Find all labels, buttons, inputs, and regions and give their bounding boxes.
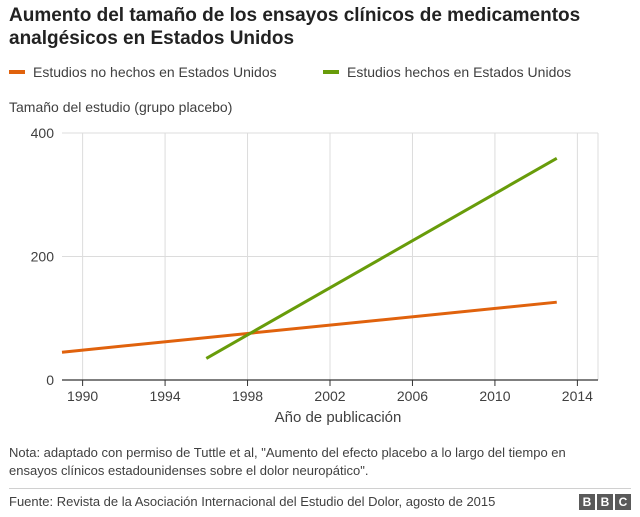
legend-item-non-us: Estudios no hechos en Estados Unidos [9, 64, 277, 80]
x-tick-label: 2002 [314, 388, 345, 404]
source-text: Fuente: Revista de la Asociación Interna… [9, 494, 496, 509]
legend-label-non-us: Estudios no hechos en Estados Unidos [33, 64, 277, 80]
x-tick-label: 1994 [149, 388, 180, 404]
chart-note: Nota: adaptado con permiso de Tuttle et … [9, 445, 566, 478]
y-axis-label: Tamaño del estudio (grupo placebo) [9, 99, 233, 115]
legend-label-us: Estudios hechos en Estados Unidos [347, 64, 572, 80]
chart-title: Aumento del tamaño de los ensayos clínic… [9, 5, 581, 49]
x-axis-title: Año de publicación [275, 409, 402, 426]
x-tick-label: 2006 [397, 388, 428, 404]
series-line-non-us [61, 300, 557, 354]
bbc-logo-letter: B [597, 494, 613, 510]
legend-item-us: Estudios hechos en Estados Unidos [323, 64, 571, 80]
footer-divider [9, 488, 631, 489]
y-tick-label: 0 [46, 372, 54, 388]
x-tick-label: 1998 [232, 388, 263, 404]
legend: Estudios no hechos en Estados Unidos Est… [9, 64, 631, 82]
legend-swatch-non-us [9, 70, 25, 74]
series-line-us [205, 157, 558, 360]
x-tick-label: 2014 [562, 388, 593, 404]
legend-swatch-us [323, 70, 339, 74]
x-tick-label: 2010 [479, 388, 510, 404]
bbc-logo-letter: C [615, 494, 631, 510]
y-tick-label: 400 [31, 125, 55, 141]
bbc-logo: B B C [579, 494, 631, 510]
x-tick-label: 1990 [67, 388, 98, 404]
line-chart: 0 200 400 1990 1994 1998 2002 2006 2010 2014 Año d… [31, 125, 599, 426]
y-tick-label: 200 [31, 249, 55, 265]
bbc-logo-letter: B [579, 494, 595, 510]
